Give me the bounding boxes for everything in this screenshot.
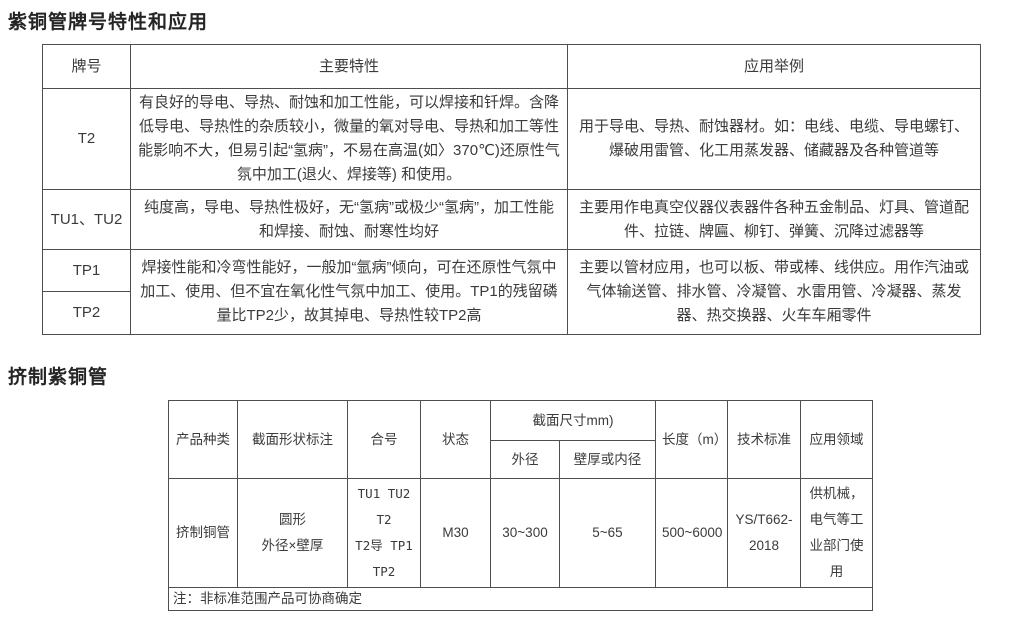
col-header-feature: 主要特性 [130,44,568,89]
col-header-application: 应用举例 [567,44,981,89]
grade-cell-tp2: TP2 [42,291,131,335]
col-header-shape: 截面形状标注 [237,400,348,479]
col-header-grade: 牌号 [42,44,131,89]
col-header-state: 状态 [420,400,491,479]
page-title-extrude-section: 挤制紫铜管 [8,367,109,388]
col-header-outer-diameter: 外径 [490,440,560,479]
feature-cell-tp: 焊接性能和冷弯性能好，一般加“氩病”倾向，可在还原性气氛中加工、使用、但不宜在氧… [130,249,568,335]
col-header-section-size: 截面尺寸mm) [490,400,656,441]
col-header-grade2: 合号 [347,400,421,479]
note-cell: 注：非标准范围产品可协商确定 [168,587,873,611]
grades-cell: TU1 TU2 T2 T2导 TP1 TP2 [347,478,421,588]
col-header-length: 长度（m） [655,400,728,479]
wall-or-inner-cell: 5~65 [559,478,656,588]
spec-data-row: 挤制铜管 圆形 外径×壁厚 TU1 TU2 T2 T2导 TP1 TP2 M30… [168,478,873,588]
grade-feature-table-container: 牌号 主要特性 应用举例 T2 有良好的导电、导热、耐蚀和加工性能，可以焊接和钎… [42,44,981,335]
application-cell-t2: 用于导电、导热、耐蚀器材。如：电线、电缆、导电螺钉、爆破用雷管、化工用蒸发器、储… [567,88,981,190]
table-row-tp2: TP2 [42,291,981,335]
spec-note-row: 注：非标准范围产品可协商确定 [168,587,873,611]
grade-cell-tp1: TP1 [42,249,131,292]
standard-cell: YS/T662-2018 [727,478,801,588]
field-cell: 供机械，电气等工业部门使用 [800,478,873,588]
col-header-field: 应用领域 [800,400,873,479]
state-cell: M30 [420,478,491,588]
shape-cell: 圆形 外径×壁厚 [237,478,348,588]
grade-cell-t2: T2 [42,88,131,190]
application-cell-tp: 主要以管材应用，也可以板、带或棒、线供应。用作汽油或气体输送管、排水管、冷凝管、… [567,249,981,335]
extrude-spec-table-container: 产品种类 截面形状标注 合号 状态 截面尺寸mm) 长度（m） 技术标准 应用领… [168,400,873,611]
table-row-t2: T2 有良好的导电、导热、耐蚀和加工性能，可以焊接和钎焊。含降低导电、导热性的杂… [42,88,981,190]
col-header-standard: 技术标准 [727,400,801,479]
length-cell: 500~6000 [655,478,728,588]
table-header-row: 牌号 主要特性 应用举例 [42,44,981,89]
feature-cell-t2: 有良好的导电、导热、耐蚀和加工性能，可以焊接和钎焊。含降低导电、导热性的杂质较小… [130,88,568,190]
col-header-product: 产品种类 [168,400,238,479]
grade-cell-tu: TU1、TU2 [42,189,131,250]
application-cell-tu: 主要用作电真空仪器仪表器件各种五金制品、灯具、管道配件、拉链、牌匾、柳钉、弹簧、… [567,189,981,250]
product-cell: 挤制铜管 [168,478,238,588]
extrude-spec-table: 产品种类 截面形状标注 合号 状态 截面尺寸mm) 长度（m） 技术标准 应用领… [168,400,873,611]
grade-feature-table: 牌号 主要特性 应用举例 T2 有良好的导电、导热、耐蚀和加工性能，可以焊接和钎… [42,44,981,335]
table-row-tp1: TP1 焊接性能和冷弯性能好，一般加“氩病”倾向，可在还原性气氛中加工、使用、但… [42,249,981,335]
col-header-wall-or-inner: 壁厚或内径 [559,440,656,479]
page-title-grade-section: 紫铜管牌号特性和应用 [8,12,209,33]
feature-cell-tu: 纯度高，导电、导热性极好，无“氢病”或极少“氢病”，加工性能和焊接、耐蚀、耐寒性… [130,189,568,250]
spec-header-row-1: 产品种类 截面形状标注 合号 状态 截面尺寸mm) 长度（m） 技术标准 应用领… [168,400,873,479]
spec-header-row-2: 外径 壁厚或内径 [169,440,873,479]
outer-diameter-cell: 30~300 [490,478,560,588]
table-row-tu: TU1、TU2 纯度高，导电、导热性极好，无“氢病”或极少“氢病”，加工性能和焊… [42,189,981,250]
